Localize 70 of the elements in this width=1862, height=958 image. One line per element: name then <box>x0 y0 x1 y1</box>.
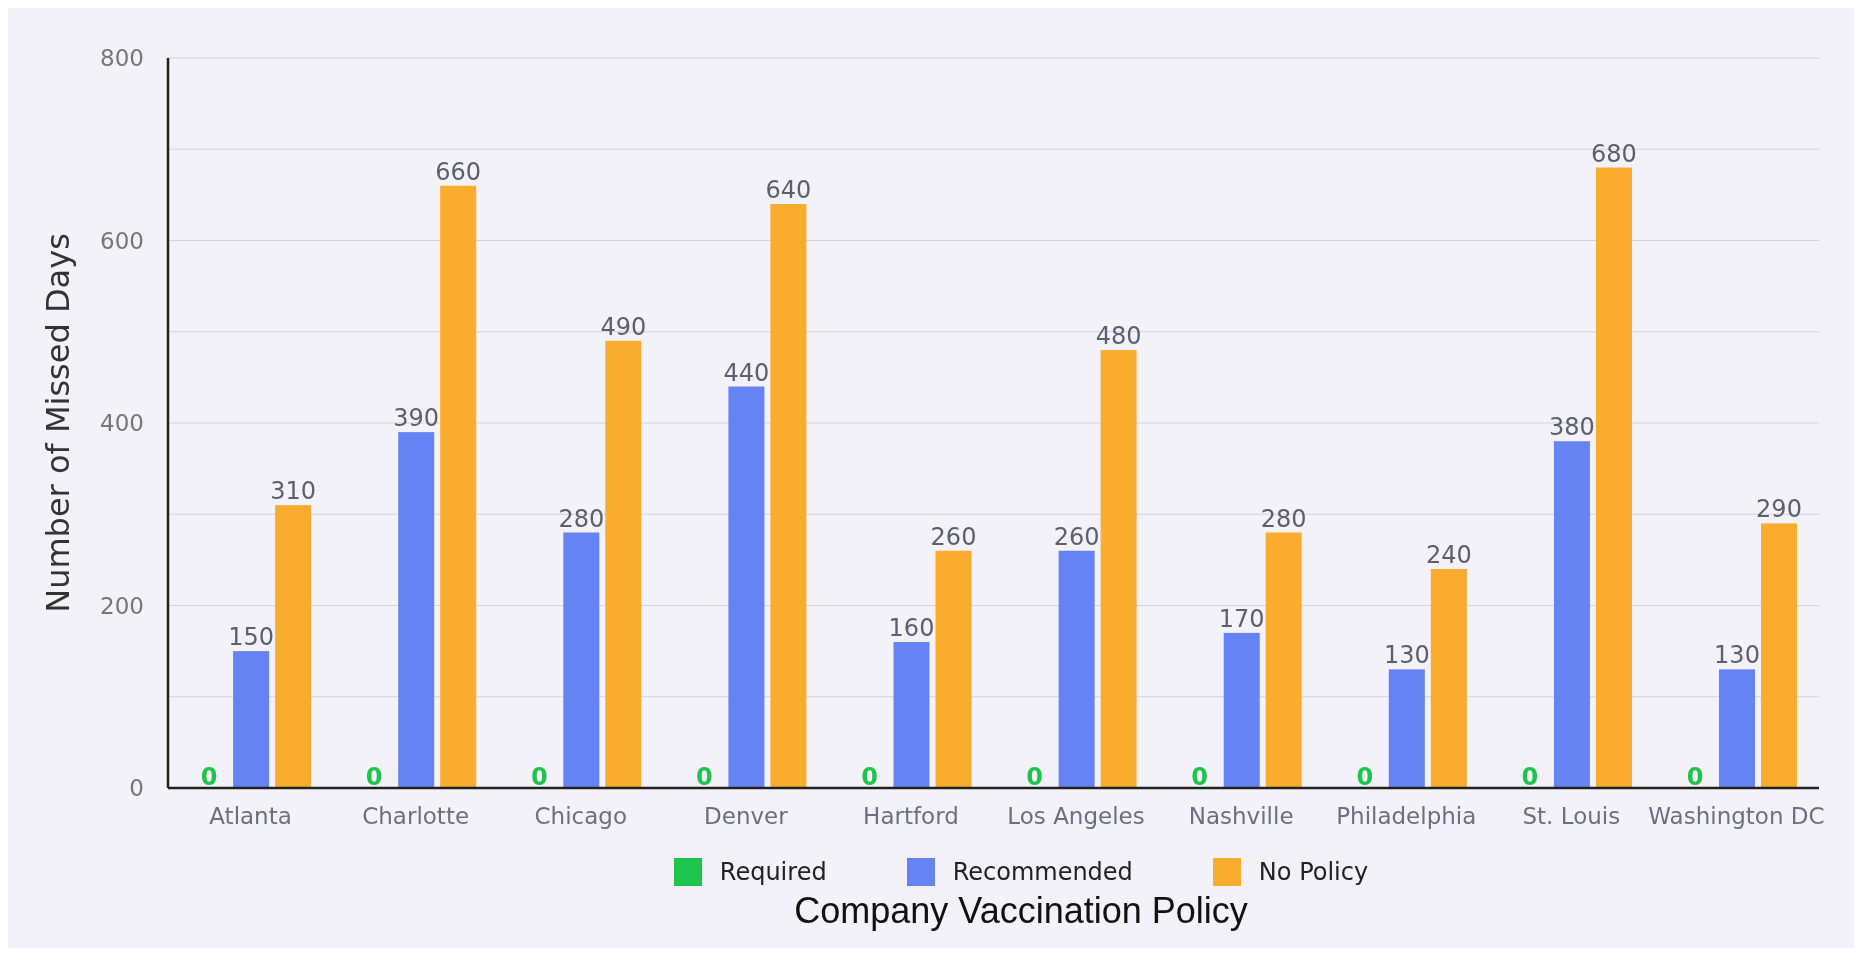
data-label: 390 <box>393 404 440 433</box>
bar <box>728 386 765 788</box>
data-label: 480 <box>1095 322 1142 350</box>
data-label: 380 <box>1549 413 1595 442</box>
bar <box>398 432 435 788</box>
bar <box>1223 632 1260 788</box>
y-tick-label: 600 <box>100 227 144 254</box>
x-tick-label: Chicago <box>534 803 627 830</box>
data-label: 160 <box>888 614 935 642</box>
data-label: 240 <box>1425 541 1472 569</box>
data-label: 260 <box>930 522 977 551</box>
bar <box>1553 441 1590 788</box>
bar <box>605 340 642 788</box>
data-label: 0 <box>365 763 383 791</box>
bar <box>1719 669 1756 788</box>
legend-label: Required <box>719 858 827 886</box>
y-tick-label: 0 <box>129 775 144 802</box>
x-tick-label: Charlotte <box>362 803 470 830</box>
bar <box>275 505 312 788</box>
legend-label: Recommended <box>952 858 1133 886</box>
data-label: 0 <box>200 763 218 791</box>
data-label: 0 <box>696 763 713 791</box>
data-label: 680 <box>1591 139 1637 168</box>
data-label: 130 <box>1383 641 1430 670</box>
data-label: 0 <box>1191 763 1209 791</box>
x-tick-label: Hartford <box>863 803 959 830</box>
bar <box>233 651 270 788</box>
data-label: 660 <box>435 157 482 186</box>
bar <box>1388 669 1425 788</box>
bar <box>563 532 600 788</box>
bar <box>1430 569 1467 788</box>
bar <box>893 642 930 788</box>
legend-label: No Policy <box>1258 858 1369 886</box>
x-tick-label: Philadelphia <box>1336 803 1477 830</box>
bar <box>770 204 807 788</box>
data-label: 0 <box>1521 763 1539 791</box>
bar <box>935 550 972 788</box>
bar <box>1100 350 1137 788</box>
data-label: 490 <box>600 312 647 341</box>
x-axis-title: Company Vaccination Policy <box>793 890 1249 932</box>
data-label: 280 <box>558 504 605 533</box>
data-label: 130 <box>1714 641 1760 670</box>
x-tick-label: Los Angeles <box>1007 803 1145 830</box>
y-tick-label: 200 <box>100 592 144 619</box>
y-tick-label: 400 <box>100 410 144 437</box>
x-tick-label: Washington DC <box>1648 803 1825 830</box>
data-label: 0 <box>861 763 878 791</box>
data-label: 640 <box>765 176 812 204</box>
data-label: 440 <box>723 358 770 387</box>
bar <box>1595 167 1632 788</box>
data-label: 150 <box>228 623 275 652</box>
data-label: 310 <box>270 477 317 506</box>
data-label: 260 <box>1053 522 1100 551</box>
bar <box>1265 532 1302 788</box>
y-axis-title: Number of Missed Days <box>39 233 78 613</box>
x-tick-label: Nashville <box>1188 803 1294 830</box>
data-label: 0 <box>1686 763 1704 791</box>
x-tick-label: St. Louis <box>1522 803 1621 830</box>
x-tick-label: Atlanta <box>209 803 292 830</box>
data-label: 0 <box>1356 763 1374 791</box>
data-label: 0 <box>530 763 548 791</box>
data-label: 170 <box>1218 604 1265 633</box>
bar <box>440 185 477 788</box>
x-tick-label: Denver <box>704 803 789 830</box>
data-label: 290 <box>1756 495 1802 524</box>
data-label: 280 <box>1260 504 1307 533</box>
bar <box>1761 523 1798 788</box>
data-label: 0 <box>1026 763 1043 791</box>
y-tick-label: 800 <box>100 45 144 72</box>
bar <box>1058 550 1095 788</box>
